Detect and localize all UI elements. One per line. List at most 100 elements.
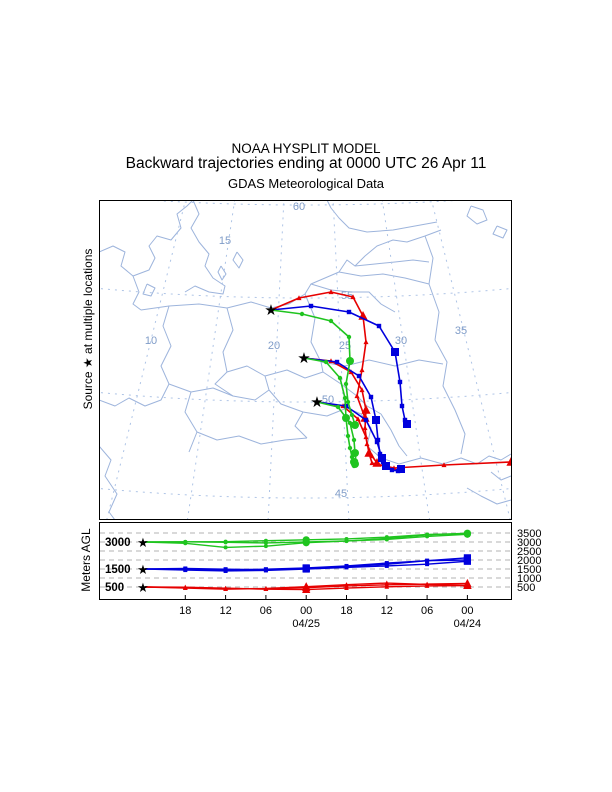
square-marker-icon [372,416,380,424]
circle-marker-icon [302,536,310,544]
square-marker-icon [356,373,362,379]
lon-grid-label: 35 [455,325,467,337]
map-outline [168,383,234,397]
circle-marker-icon [425,532,430,537]
triangle-marker-icon [463,581,472,589]
height-axis-label-left: 500 [105,582,124,594]
time-tick-label: 18 [179,605,191,617]
square-marker-icon [397,379,403,385]
triangle-marker-icon [296,295,302,301]
lat-grid-label: 60 [293,201,305,213]
map-outline [217,265,227,281]
triangle-marker-icon [384,580,390,585]
triangle-marker-icon [302,585,311,593]
meters-agl-axis-label: Meters AGL [79,528,93,592]
triangle-marker-icon [363,339,369,345]
lon-gridline [431,200,511,520]
circle-marker-icon [328,318,334,324]
map-outline [160,305,172,385]
lon-gridline [106,200,186,520]
map-outline [310,283,396,313]
circle-marker-icon [263,538,268,543]
source-star-icon: ★ [310,394,323,411]
map-outline [294,411,308,439]
circle-marker-icon [343,381,349,387]
triangle-marker-icon [263,586,269,592]
source-star-icon: ★ [297,350,310,367]
lat-grid-label: 45 [335,488,347,500]
height-axis-label-right: 1500 [517,564,541,576]
map-outline [184,391,198,453]
lat-gridline [99,487,512,499]
map-outline [326,200,438,233]
triangle-marker-icon [506,457,512,466]
square-marker-icon [463,557,472,565]
time-tick-label: 18 [340,605,352,617]
map-outline [99,383,170,407]
square-marker-icon [391,348,399,356]
triangle-marker-icon [359,387,365,393]
triangle-marker-icon [362,425,368,431]
square-marker-icon [384,561,389,566]
square-marker-icon [363,417,369,423]
lon-grid-label: 10 [145,335,157,347]
triangle-marker-icon [344,585,349,590]
map-outline [322,371,368,407]
circle-marker-icon [335,404,341,410]
triangle-marker-icon [384,584,390,589]
map-outline [232,251,244,269]
square-marker-icon [389,467,395,473]
height-start-star-icon: ★ [137,535,149,550]
map-outline [132,275,142,311]
map-outline [226,365,324,379]
square-marker-icon [334,359,340,365]
triangle-marker-icon [369,460,375,466]
time-tick-label: 00 [300,605,312,617]
time-tick-label: 06 [421,605,433,617]
circle-marker-icon [344,536,349,541]
triangle-marker-icon [424,583,430,588]
square-marker-icon [223,568,228,573]
date-label: 04/24 [454,618,482,630]
square-marker-icon [368,394,374,400]
circle-marker-icon [345,399,351,405]
square-marker-icon [376,323,382,329]
time-tick-label: 12 [381,605,393,617]
height-axis-label-left: 3000 [105,537,131,549]
map-outline [466,487,512,505]
circle-marker-icon [337,375,343,381]
circle-marker-icon [346,334,352,340]
square-marker-icon [425,558,430,563]
circle-marker-icon [345,433,351,439]
square-marker-icon [308,303,314,309]
height-axis-label-right: 500 [517,582,535,594]
map-outline [142,283,156,297]
square-marker-icon [384,563,389,568]
circle-marker-icon [351,449,359,457]
circle-marker-icon [347,420,353,426]
lon-grid-label: 20 [268,340,280,352]
circle-marker-icon [349,412,355,418]
triangle-marker-icon [350,294,356,300]
triangle-marker-icon [328,289,334,295]
map-outline [360,413,478,465]
lon-gridline [381,200,431,520]
square-marker-icon [378,454,386,462]
lon-grid-label: 15 [219,235,231,247]
circle-marker-icon [323,359,329,365]
map-outline [424,235,440,341]
triangle-marker-icon [223,585,228,591]
circle-marker-icon [351,421,359,429]
circle-marker-icon [263,544,268,549]
circle-marker-icon [183,539,188,544]
map-outline [490,471,512,481]
triangle-marker-icon [361,405,371,414]
triangle-marker-icon [354,393,360,399]
height-axis-label-right: 1000 [517,573,541,585]
circle-marker-icon [223,545,228,550]
map-outline [338,271,430,285]
circle-marker-icon [223,539,228,544]
height-axis-label-right: 2500 [517,546,541,558]
time-tick-label: 00 [461,605,473,617]
